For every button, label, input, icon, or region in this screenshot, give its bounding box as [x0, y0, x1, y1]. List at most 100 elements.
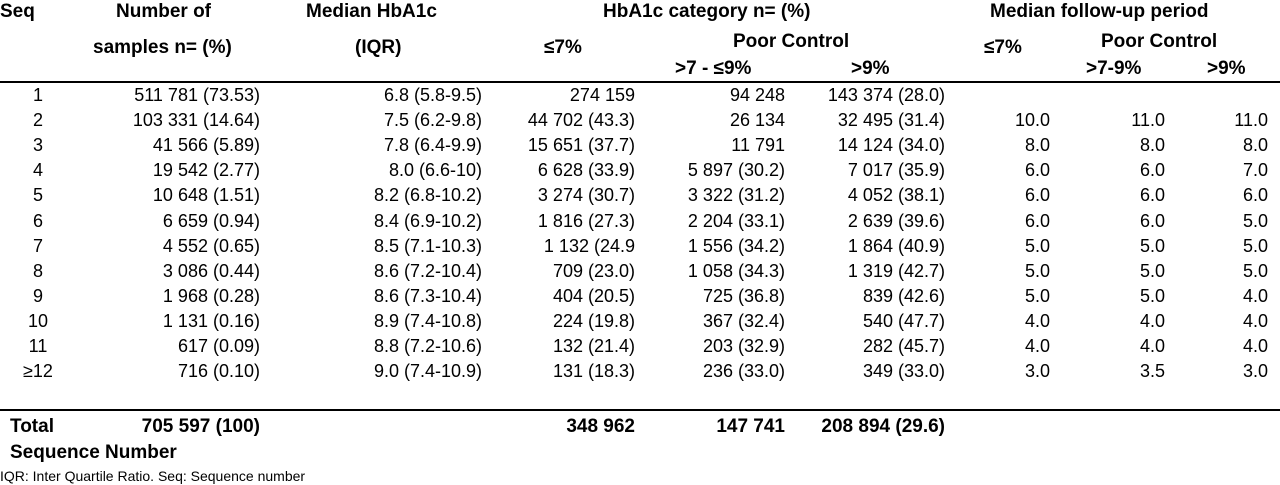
header-samples-line2: samples n= (%) — [93, 37, 232, 58]
cell-seq: 4 — [32, 160, 43, 180]
total-cat-7-9: 147 741 — [716, 416, 785, 437]
header-seq: Seq — [0, 1, 35, 22]
cell-fu-7-9: 6.0 — [1139, 211, 1165, 231]
cell-cat-le7: 131 (18.3) — [552, 361, 635, 381]
cell-fu-gt9: 4.0 — [1242, 286, 1268, 306]
cell-fu-gt9: 11.0 — [1234, 110, 1268, 130]
cell-fu-le7: 6.0 — [1024, 211, 1050, 231]
cell-samples: 3 086 (0.44) — [162, 261, 260, 281]
cell-median: 6.8 (5.8-9.5) — [383, 85, 482, 105]
cell-cat-7-9: 2 204 (33.1) — [687, 211, 785, 231]
cell-median: 8.9 (7.4-10.8) — [373, 311, 482, 331]
cell-seq: 11 — [28, 336, 48, 356]
cell-cat-gt9: 282 (45.7) — [862, 336, 945, 356]
cell-fu-gt9: 5.0 — [1242, 236, 1268, 256]
cell-fu-7-9: 5.0 — [1139, 286, 1165, 306]
cell-cat-7-9: 1 556 (34.2) — [687, 236, 785, 256]
cell-cat-le7: 6 628 (33.9) — [537, 160, 635, 180]
cell-seq: 6 — [32, 211, 43, 231]
cell-median: 8.0 (6.6-10) — [388, 160, 482, 180]
cell-cat-gt9: 32 495 (31.4) — [837, 110, 945, 130]
cell-cat-7-9: 3 322 (31.2) — [687, 185, 785, 205]
cell-samples: 41 566 (5.89) — [152, 135, 260, 155]
cell-fu-le7: 4.0 — [1024, 336, 1050, 356]
cell-samples: 511 781 (73.53) — [134, 85, 260, 105]
cell-median: 8.4 (6.9-10.2) — [373, 211, 482, 231]
cell-fu-gt9: 6.0 — [1242, 185, 1268, 205]
cell-fu-7-9: 11.0 — [1131, 110, 1165, 130]
cell-cat-gt9: 2 639 (39.6) — [847, 211, 945, 231]
cell-fu-gt9: 4.0 — [1242, 336, 1268, 356]
cell-cat-le7: 1 816 (27.3) — [537, 211, 635, 231]
cell-fu-gt9: 8.0 — [1242, 135, 1268, 155]
cell-cat-gt9: 1 319 (42.7) — [847, 261, 945, 281]
total-samples: 705 597 (100) — [141, 416, 260, 437]
cell-samples: 6 659 (0.94) — [162, 211, 260, 231]
cell-fu-7-9: 5.0 — [1139, 236, 1165, 256]
cell-cat-gt9: 143 374 (28.0) — [827, 85, 945, 105]
caption: Sequence Number — [10, 442, 177, 463]
header-category-title: HbA1c category n= (%) — [603, 1, 811, 22]
cell-cat-7-9: 203 (32.9) — [702, 336, 785, 356]
cell-median: 8.6 (7.3-10.4) — [373, 286, 482, 306]
cell-fu-gt9: 5.0 — [1242, 211, 1268, 231]
cell-seq: 3 — [32, 135, 43, 155]
cell-fu-le7: 10.0 — [1014, 110, 1050, 130]
cell-samples: 1 131 (0.16) — [162, 311, 260, 331]
cell-samples: 10 648 (1.51) — [152, 185, 260, 205]
header-cat-gt9: >9% — [851, 58, 890, 79]
cell-cat-gt9: 1 864 (40.9) — [847, 236, 945, 256]
cell-seq: 10 — [27, 311, 49, 331]
cell-cat-le7: 224 (19.8) — [552, 311, 635, 331]
header-fu-gt9: >9% — [1207, 58, 1246, 79]
total-gt9: 208 894 (29.6) — [821, 416, 945, 437]
cell-median: 8.6 (7.2-10.4) — [373, 261, 482, 281]
cell-cat-le7: 1 132 (24.9 — [543, 236, 635, 256]
cell-fu-7-9: 3.5 — [1139, 361, 1165, 381]
cell-cat-le7: 274 159 — [569, 85, 635, 105]
cell-samples: 716 (0.10) — [177, 361, 260, 381]
cell-fu-7-9: 8.0 — [1139, 135, 1165, 155]
header-samples-line1: Number of — [116, 1, 211, 22]
header-median-line2: (IQR) — [355, 37, 402, 58]
header-cat-poor-control: Poor Control — [733, 31, 850, 52]
header-cat-7-9: >7 - ≤9% — [675, 58, 752, 79]
cell-fu-gt9: 5.0 — [1242, 261, 1268, 281]
cell-cat-gt9: 349 (33.0) — [862, 361, 945, 381]
cell-seq: 8 — [32, 261, 43, 281]
cell-cat-le7: 44 702 (43.3) — [527, 110, 635, 130]
header-followup-title: Median follow-up period — [990, 1, 1209, 22]
cell-fu-7-9: 6.0 — [1139, 185, 1165, 205]
cell-seq: 7 — [32, 236, 43, 256]
cell-fu-gt9: 4.0 — [1242, 311, 1268, 331]
cell-fu-le7: 6.0 — [1024, 160, 1050, 180]
cell-fu-gt9: 3.0 — [1242, 361, 1268, 381]
cell-cat-7-9: 26 134 — [729, 110, 785, 130]
cell-cat-le7: 132 (21.4) — [552, 336, 635, 356]
cell-cat-le7: 709 (23.0) — [552, 261, 635, 281]
cell-cat-le7: 404 (20.5) — [552, 286, 635, 306]
cell-fu-le7: 3.0 — [1024, 361, 1050, 381]
cell-seq: 9 — [32, 286, 43, 306]
header-median-line1: Median HbA1c — [306, 1, 437, 22]
cell-fu-le7: 4.0 — [1024, 311, 1050, 331]
cell-median: 8.2 (6.8-10.2) — [373, 185, 482, 205]
footnote: IQR: Inter Quartile Ratio. Seq: Sequence… — [0, 468, 306, 484]
cell-cat-7-9: 236 (33.0) — [702, 361, 785, 381]
cell-cat-7-9: 725 (36.8) — [702, 286, 785, 306]
header-fu-poor-control: Poor Control — [1101, 31, 1218, 52]
cell-cat-gt9: 839 (42.6) — [862, 286, 945, 306]
total-rule — [0, 409, 1280, 411]
cell-median: 9.0 (7.4-10.9) — [373, 361, 482, 381]
cell-fu-le7: 5.0 — [1024, 261, 1050, 281]
cell-seq: ≥12 — [23, 361, 53, 381]
header-rule — [0, 81, 1280, 83]
header-fu-7-9: >7-9% — [1086, 58, 1142, 79]
cell-fu-le7: 8.0 — [1024, 135, 1050, 155]
cell-median: 8.5 (7.1-10.3) — [373, 236, 482, 256]
cell-cat-gt9: 7 017 (35.9) — [847, 160, 945, 180]
cell-cat-7-9: 1 058 (34.3) — [687, 261, 785, 281]
cell-cat-le7: 3 274 (30.7) — [537, 185, 635, 205]
cell-seq: 5 — [32, 185, 43, 205]
